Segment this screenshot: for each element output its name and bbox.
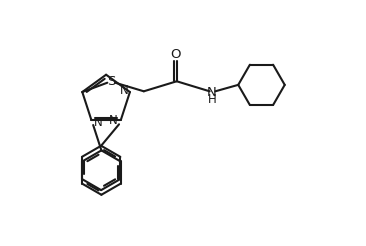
Text: N: N <box>93 116 102 129</box>
Text: N: N <box>119 84 128 97</box>
Text: N: N <box>207 86 217 99</box>
Text: H: H <box>208 93 216 106</box>
Text: S: S <box>107 75 115 88</box>
Text: O: O <box>171 47 181 61</box>
Text: N: N <box>109 113 117 126</box>
